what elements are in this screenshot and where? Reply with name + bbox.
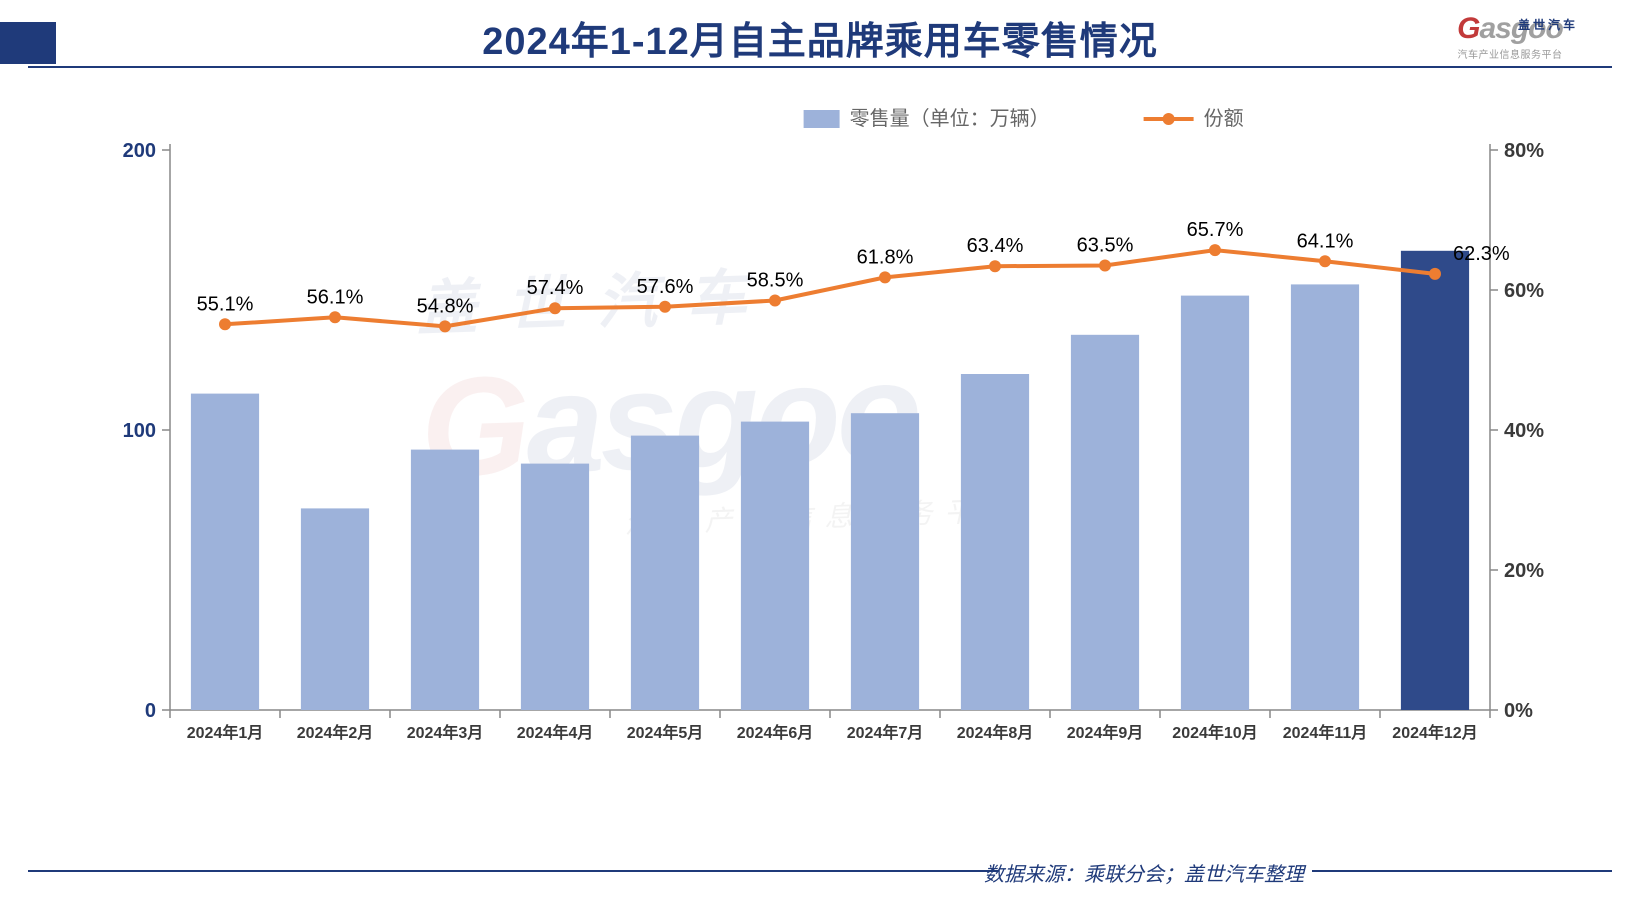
x-tick-label: 2024年4月 <box>517 723 594 742</box>
line-data-label: 57.6% <box>637 276 694 298</box>
combo-chart: 零售量（单位：万辆） 份额 0 100 200 0% 20% 40% 60% 80% 2024年1月… <box>70 100 1570 770</box>
bar <box>1401 251 1469 710</box>
legend-bar-label: 零售量（单位：万辆） <box>850 107 1050 130</box>
line-data-label: 64.1% <box>1297 230 1354 252</box>
bar <box>1291 284 1359 710</box>
line-data-label: 63.5% <box>1077 235 1134 257</box>
line-marker <box>989 260 1001 272</box>
footer-rule-left <box>28 870 998 872</box>
bar <box>521 464 589 710</box>
x-tick-label: 2024年2月 <box>297 723 374 742</box>
bar <box>1071 335 1139 710</box>
title-underline <box>28 66 1612 68</box>
logo-subtitle: 汽车产业信息服务平台 <box>1410 46 1610 61</box>
footer-rule-right <box>1312 870 1612 872</box>
line-marker <box>1319 255 1331 267</box>
bar <box>631 436 699 710</box>
x-tick-label: 2024年10月 <box>1172 723 1257 742</box>
x-tick-label: 2024年12月 <box>1392 723 1477 742</box>
page-title: 2024年1-12月自主品牌乘用车零售情况 <box>0 10 1640 65</box>
y-right-tick: 80% <box>1504 140 1544 162</box>
line-marker <box>1429 268 1441 280</box>
y-right-tick: 20% <box>1504 560 1544 582</box>
line-data-label: 56.1% <box>307 286 364 308</box>
line-marker <box>659 301 671 313</box>
line-marker <box>879 271 891 283</box>
bar <box>741 422 809 710</box>
y-left-tick: 200 <box>123 140 156 162</box>
line-data-label: 62.3% <box>1453 243 1510 265</box>
footer-source: 数据来源：乘联分会；盖世汽车整理 <box>984 858 1304 887</box>
line-marker <box>1099 260 1111 272</box>
page: 2024年1-12月自主品牌乘用车零售情况 盖世汽车 Gasgoo 汽车产业信息… <box>0 0 1640 916</box>
y-left-tick: 0 <box>145 700 156 722</box>
line-data-label: 55.1% <box>197 293 254 315</box>
line-marker <box>219 318 231 330</box>
x-tick-label: 2024年5月 <box>627 723 704 742</box>
share-line <box>225 250 1435 326</box>
line-marker <box>329 311 341 323</box>
x-tick-label: 2024年9月 <box>1067 723 1144 742</box>
line-marker <box>549 302 561 314</box>
line-data-label: 58.5% <box>747 270 804 292</box>
y-right-tick: 40% <box>1504 420 1544 442</box>
line-data-label: 63.4% <box>967 235 1024 257</box>
x-tick-label: 2024年1月 <box>187 723 264 742</box>
legend-bar-swatch <box>804 110 840 128</box>
y-left-tick: 100 <box>123 420 156 442</box>
bar <box>301 508 369 710</box>
y-right-tick: 0% <box>1504 700 1533 722</box>
bar <box>1181 296 1249 710</box>
line-marker <box>1209 244 1221 256</box>
logo-cn: 盖世汽车 <box>1518 16 1578 33</box>
bar <box>851 413 919 710</box>
x-tick-label: 2024年6月 <box>737 723 814 742</box>
bar <box>191 394 259 710</box>
line-marker <box>769 295 781 307</box>
line-data-label: 65.7% <box>1187 219 1244 241</box>
y-right-tick: 60% <box>1504 280 1544 302</box>
chart-area: 零售量（单位：万辆） 份额 0 100 200 0% 20% 40% 60% 80% 2024年1月… <box>70 100 1570 820</box>
line-data-label: 57.4% <box>527 277 584 299</box>
bar <box>961 374 1029 710</box>
line-data-label: 61.8% <box>857 246 914 268</box>
bar <box>411 450 479 710</box>
x-tick-label: 2024年7月 <box>847 723 924 742</box>
legend-line-label: 份额 <box>1204 107 1244 130</box>
brand-logo: 盖世汽车 Gasgoo 汽车产业信息服务平台 <box>1410 12 1610 61</box>
line-data-label: 54.8% <box>417 295 474 317</box>
x-tick-label: 2024年11月 <box>1283 723 1368 742</box>
line-marker <box>439 320 451 332</box>
x-tick-label: 2024年3月 <box>407 723 484 742</box>
x-tick-label: 2024年8月 <box>957 723 1034 742</box>
